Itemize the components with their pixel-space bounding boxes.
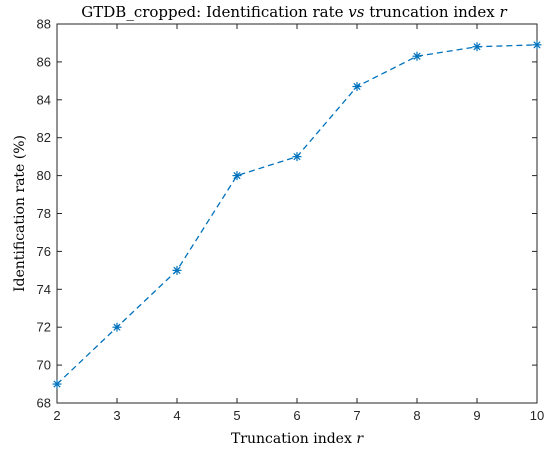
data-point (232, 171, 242, 181)
x-tick-label: 5 (233, 408, 240, 423)
y-tick-label: 78 (37, 206, 51, 221)
x-tick-label: 2 (53, 408, 60, 423)
x-tick-label: 7 (353, 408, 360, 423)
y-tick-label: 68 (37, 396, 51, 411)
x-tick-label: 4 (173, 408, 180, 423)
y-tick-label: 86 (37, 54, 51, 69)
x-tick-label: 10 (530, 408, 544, 423)
x-tick-label: 3 (113, 408, 120, 423)
y-tick-label: 88 (37, 17, 51, 32)
data-point (472, 42, 482, 52)
data-point (172, 265, 182, 275)
data-point (292, 152, 302, 162)
data-point (532, 40, 542, 50)
x-tick-label: 9 (473, 408, 480, 423)
data-point (112, 322, 122, 332)
y-axis-label: Identification rate (%) (12, 135, 28, 292)
y-tick-label: 76 (37, 244, 51, 259)
chart-title: GTDB_cropped: Identification rate vs tru… (81, 3, 507, 21)
y-tick-label: 82 (37, 130, 51, 145)
data-point (52, 379, 62, 389)
x-axis-label: Truncation index r (231, 431, 364, 447)
y-tick-label: 70 (37, 358, 51, 373)
x-tick-label: 6 (293, 408, 300, 423)
data-point (412, 51, 422, 61)
series-markers (52, 40, 542, 389)
x-tick-label: 8 (413, 408, 420, 423)
y-tick-label: 80 (37, 168, 51, 183)
y-tick-label: 72 (37, 320, 51, 335)
y-tick-label: 74 (37, 282, 51, 297)
x-axis: 2 3 4 5 6 7 8 9 10 (53, 24, 544, 423)
data-point (352, 82, 362, 92)
y-tick-label: 84 (37, 92, 51, 107)
y-axis: 68 70 72 74 76 78 80 82 84 86 88 (37, 17, 537, 411)
plot-area (56, 23, 538, 404)
